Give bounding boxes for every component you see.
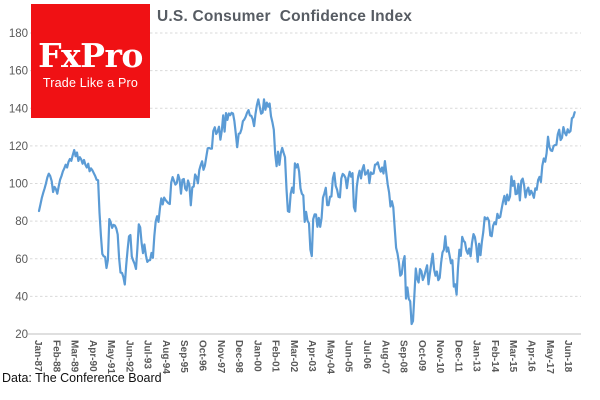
x-tick-label: Dec-11: [452, 340, 463, 373]
x-tick-label: Nov-97: [215, 340, 226, 374]
x-tick-label: Dec-98: [233, 340, 244, 373]
x-tick-label: Sep-08: [398, 340, 409, 373]
x-tick-label: Oct-09: [416, 340, 427, 372]
fxpro-tagline: Trade Like a Pro: [42, 75, 139, 90]
x-tick-label: Feb-88: [50, 340, 61, 373]
x-tick-label: Nov-10: [434, 340, 445, 374]
x-tick-label: Jan-87: [32, 340, 43, 372]
fxpro-logo-text: FxPro: [38, 35, 143, 75]
x-tick-label: Apr-90: [87, 340, 98, 372]
x-tick-label: Jan-00: [251, 340, 262, 372]
data-source-note: Data: The Conference Board: [2, 371, 162, 385]
x-tick-label: Apr-16: [526, 340, 537, 372]
chart-title: U.S. Consumer Confidence Index: [157, 8, 413, 25]
x-tick-label: Oct-96: [197, 340, 208, 372]
data-line: [37, 98, 576, 326]
x-tick-label: Jun-92: [123, 340, 134, 373]
y-tick-label: 80: [15, 216, 28, 228]
x-tick-label: May-17: [544, 340, 555, 374]
x-tick-label: Aug-07: [379, 340, 390, 374]
y-tick-label: 40: [15, 291, 28, 303]
x-tick-label: Mar-89: [69, 340, 80, 373]
x-tick-label: Jun-05: [343, 340, 354, 373]
x-tick-label: Jan-13: [471, 340, 482, 372]
y-tick-label: 20: [15, 329, 28, 341]
x-tick-label: Jul-93: [142, 340, 153, 369]
x-tick-label: Mar-15: [507, 340, 518, 373]
y-tick-label: 60: [15, 254, 28, 266]
x-tick-label: Jun-18: [562, 340, 573, 373]
y-tick-label: 160: [9, 66, 28, 78]
x-tick-label: May-04: [324, 340, 335, 374]
x-tick-label: Sep-95: [178, 340, 189, 373]
x-axis-labels: Jan-87 Feb-88 Mar-89 Apr-90 May-91 Jun-92 Jul-…: [32, 340, 573, 374]
x-tick-label: Apr-03: [306, 340, 317, 372]
y-tick-label: 180: [9, 28, 28, 40]
x-tick-label: Aug-94: [160, 340, 171, 374]
y-axis-labels: 20 40 60 80 100 120 140 160 180: [9, 28, 28, 341]
x-tick-label: Feb-01: [270, 340, 281, 373]
y-tick-label: 100: [9, 179, 28, 191]
y-tick-label: 120: [9, 141, 28, 153]
x-tick-label: Jul-06: [361, 340, 372, 369]
y-tick-label: 140: [9, 103, 28, 115]
x-tick-label: May-91: [105, 340, 116, 374]
x-tick-label: Feb-14: [489, 340, 500, 373]
x-tick-label: Mar-02: [288, 340, 299, 373]
fxpro-logo: FxPro Trade Like a Pro: [31, 4, 150, 118]
